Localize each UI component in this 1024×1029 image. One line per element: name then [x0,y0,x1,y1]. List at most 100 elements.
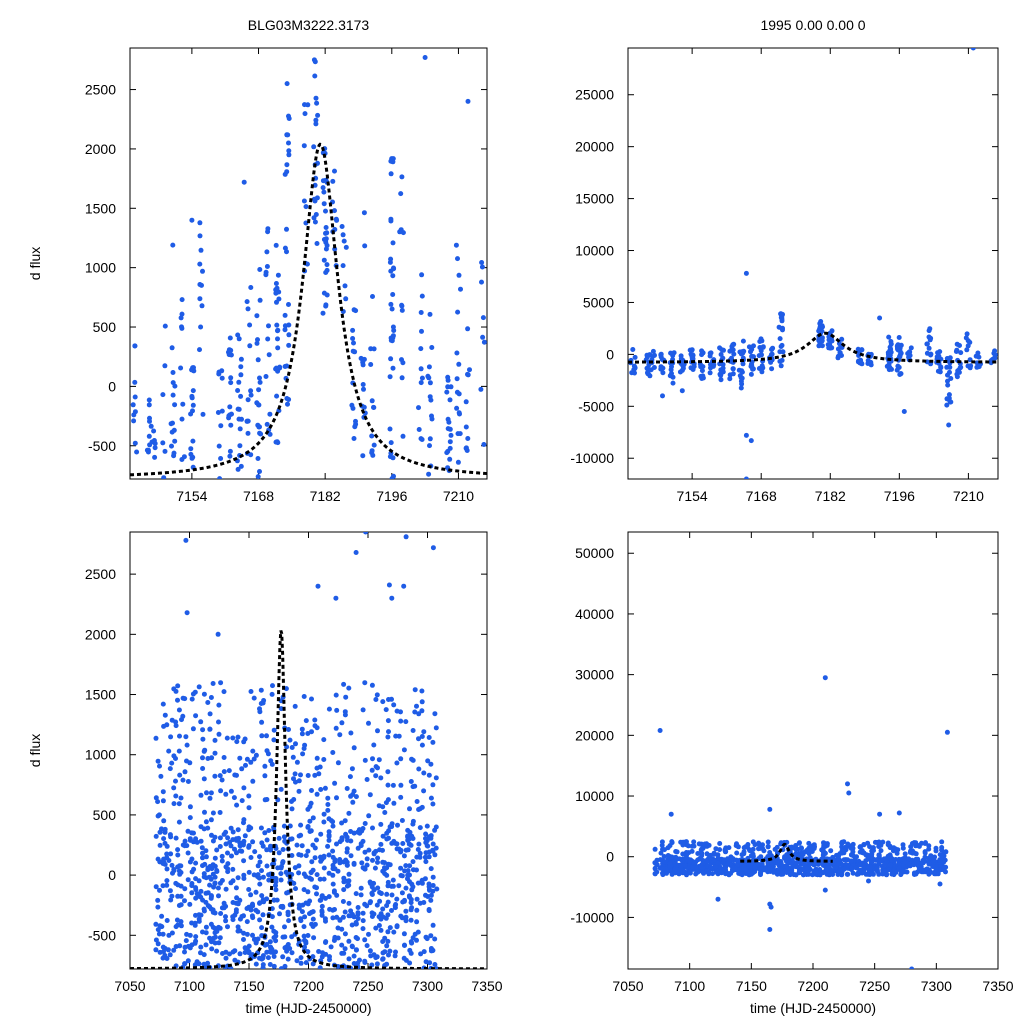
data-point [273,887,279,893]
data-point [779,342,785,348]
data-point [189,217,195,223]
data-point [168,834,174,840]
data-point [369,962,375,968]
data-point [189,869,195,875]
data-point [407,879,412,885]
x-tick-label: 7250 [859,978,890,994]
data-point [319,954,325,960]
data-point [678,839,684,845]
data-point [941,859,947,865]
data-point [380,847,385,853]
data-point [318,897,324,903]
data-point [190,691,196,697]
data-point [902,851,908,857]
data-point [419,880,425,886]
data-point [421,729,427,735]
data-point [378,775,384,781]
model-curve [130,142,487,477]
data-point [207,795,213,801]
data-point [399,915,405,921]
data-point [200,766,206,771]
data-point [387,925,393,931]
data-point [353,920,359,925]
data-point [665,853,671,858]
data-point [353,418,358,424]
data-point [280,934,286,940]
data-point [758,348,764,354]
data-point [800,852,806,857]
data-point [192,920,198,926]
data-point [182,769,188,775]
data-point [218,423,224,429]
data-point [405,872,411,878]
data-point [183,734,189,740]
data-point [353,794,359,800]
data-point [180,401,186,407]
data-point [386,729,391,735]
data-point [913,851,919,857]
data-point [741,348,747,354]
data-point [687,859,693,865]
data-point [374,902,380,908]
data-point [169,717,175,723]
data-point [314,791,320,797]
data-point [369,914,375,919]
data-point [394,708,400,714]
data-point [282,312,288,318]
panel-title: 1995 0.00 0.00 0 [760,17,865,33]
data-point [416,427,422,432]
data-point [353,550,359,555]
data-point [407,947,413,953]
data-point [384,891,390,897]
data-point [386,697,391,702]
data-point [941,849,947,855]
data-point [178,919,184,925]
data-point [239,416,244,422]
data-point [887,862,893,868]
data-point [360,926,366,932]
data-point [767,806,773,812]
data-point [841,866,847,872]
data-point [238,356,244,362]
data-point [230,735,236,741]
data-point [241,937,246,942]
data-point [157,763,162,769]
data-point [344,834,350,840]
data-point [946,392,952,398]
data-point [188,446,194,452]
data-point [426,884,432,890]
data-point [388,356,394,362]
data-point [390,782,396,788]
data-point [944,402,950,408]
data-point [779,314,785,320]
data-point [813,869,819,875]
data-point [407,829,413,835]
data-point [303,853,309,859]
data-point [226,415,232,421]
data-point [159,826,164,832]
data-point [419,293,425,299]
data-point [403,918,409,924]
data-point [237,426,243,432]
data-point [176,801,182,807]
model-curve [130,630,487,969]
data-point [939,839,945,845]
data-point [380,906,386,912]
data-point [260,912,266,918]
data-point [160,955,166,961]
data-point [132,379,138,385]
data-point [285,912,291,918]
data-point [257,706,262,712]
data-point [330,823,336,829]
data-point [341,887,347,893]
data-point [632,354,638,360]
data-point [401,747,407,753]
data-point [454,389,460,395]
data-point [756,846,761,852]
data-point [706,869,712,875]
data-point [164,878,170,884]
data-point [933,866,939,872]
data-point [283,686,289,692]
data-point [196,916,202,922]
data-point [976,364,982,370]
